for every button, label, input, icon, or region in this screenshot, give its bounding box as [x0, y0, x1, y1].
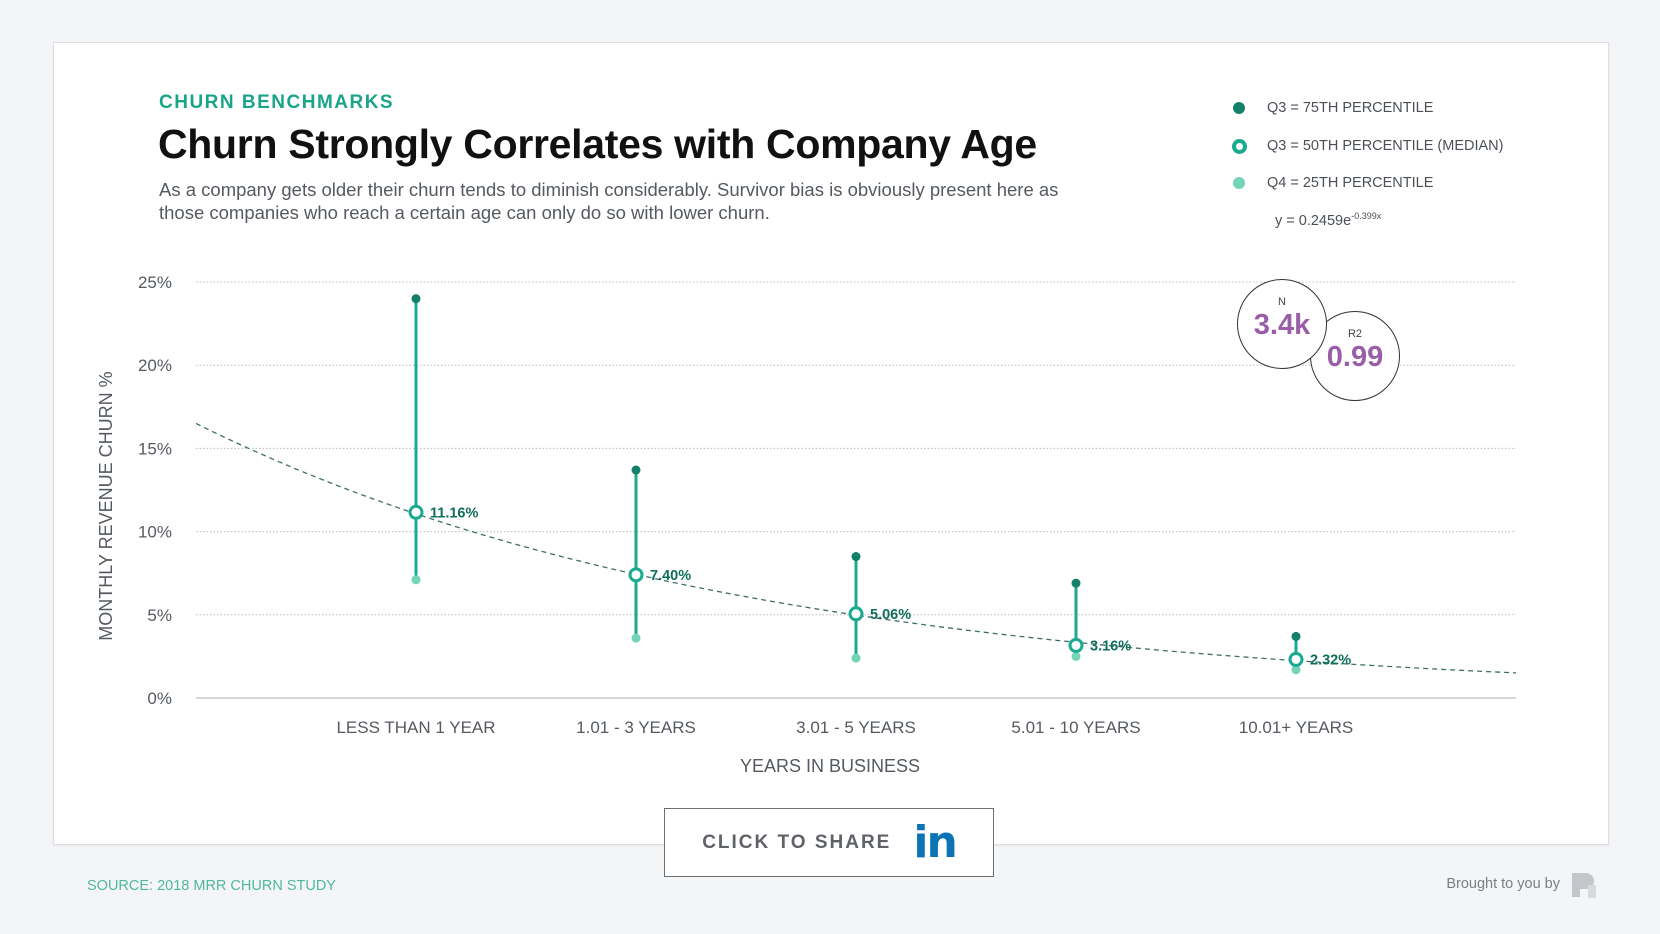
legend-item-median: Q3 = 50TH PERCENTILE (MEDIAN) — [1232, 136, 1503, 156]
share-label: CLICK TO SHARE — [702, 831, 892, 853]
x-category-label: LESS THAN 1 YEAR — [336, 718, 495, 737]
y-tick-label: 10% — [138, 523, 172, 542]
n-value: 3.4k — [1253, 309, 1311, 341]
median-point — [848, 606, 864, 622]
filled-dot-icon — [1233, 177, 1245, 189]
x-category-label: 1.01 - 3 YEARS — [576, 718, 696, 737]
y-tick-label: 0% — [147, 689, 172, 708]
legend-label: Q4 = 25TH PERCENTILE — [1267, 175, 1434, 191]
share-linkedin-button[interactable]: CLICK TO SHARE in — [664, 808, 994, 877]
n-stat-circle: N 3.4k — [1237, 279, 1327, 369]
subtitle: As a company gets older their churn tend… — [159, 179, 1059, 223]
y-tick-label: 15% — [138, 439, 172, 458]
n-label: N — [1278, 296, 1286, 308]
brought-to-you-by: Brought to you by — [1446, 876, 1560, 892]
y-tick-label: 25% — [138, 273, 172, 292]
source-note: SOURCE: 2018 MRR CHURN STUDY — [87, 878, 336, 894]
legend-item-q25: Q4 = 25TH PERCENTILE — [1233, 173, 1433, 193]
formula-exponent: -0.399x — [1351, 211, 1382, 221]
formula-base: y = 0.2459e — [1275, 212, 1352, 229]
q75-point — [411, 294, 421, 304]
median-point — [408, 504, 424, 520]
median-point — [1068, 637, 1084, 653]
median-value-label: 5.06% — [870, 607, 911, 623]
q25-point — [1291, 665, 1301, 675]
q75-point — [1071, 578, 1081, 588]
chart-card — [53, 42, 1609, 845]
filled-dot-icon — [1233, 102, 1245, 114]
q75-point — [1291, 631, 1301, 641]
ring-dot-icon — [1232, 138, 1247, 154]
y-tick-label: 20% — [138, 356, 172, 375]
y-tick-label: 5% — [147, 606, 172, 625]
linkedin-icon: in — [913, 817, 957, 868]
median-value-label: 7.40% — [650, 568, 691, 584]
x-category-label: 3.01 - 5 YEARS — [796, 718, 916, 737]
x-category-label: 10.01+ YEARS — [1239, 718, 1354, 737]
x-axis-title: YEARS IN BUSINESS — [740, 756, 920, 776]
x-category-label: 5.01 - 10 YEARS — [1011, 718, 1140, 737]
q25-point — [1071, 651, 1081, 661]
trend-formula: y = 0.2459e-0.399x — [1275, 211, 1381, 229]
page-title: Churn Strongly Correlates with Company A… — [158, 121, 1037, 167]
median-value-label: 3.16% — [1090, 638, 1131, 654]
median-point — [628, 567, 644, 583]
r2-value: 0.99 — [1326, 341, 1384, 373]
profitwell-logo-icon[interactable] — [1569, 870, 1599, 900]
q25-point — [851, 653, 861, 663]
legend-label: Q3 = 75TH PERCENTILE — [1267, 100, 1434, 116]
q75-point — [851, 552, 861, 562]
median-value-label: 2.32% — [1310, 652, 1351, 668]
legend-item-q75: Q3 = 75TH PERCENTILE — [1233, 98, 1433, 118]
q25-point — [411, 575, 421, 585]
r2-label: R2 — [1347, 328, 1363, 340]
q25-point — [631, 633, 641, 643]
q75-point — [631, 465, 641, 475]
y-axis-title: MONTHLY REVENUE CHURN % — [96, 371, 116, 640]
median-point — [1288, 651, 1304, 667]
median-value-label: 11.16% — [430, 505, 478, 521]
legend-label: Q3 = 50TH PERCENTILE (MEDIAN) — [1267, 138, 1504, 154]
eyebrow: CHURN BENCHMARKS — [159, 92, 395, 113]
